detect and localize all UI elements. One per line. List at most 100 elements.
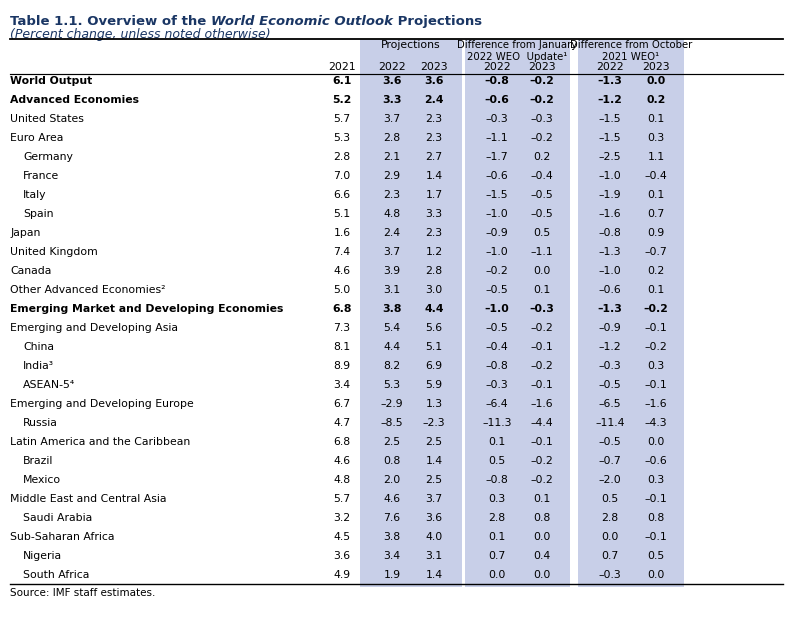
Text: –0.3: –0.3: [531, 114, 554, 124]
Text: 0.7: 0.7: [488, 551, 506, 561]
Text: 2.3: 2.3: [384, 190, 400, 200]
Text: Brazil: Brazil: [23, 456, 53, 466]
Text: 0.2: 0.2: [646, 95, 665, 105]
Text: 0.5: 0.5: [488, 456, 506, 466]
Text: 2.8: 2.8: [488, 513, 506, 523]
Text: World Output: World Output: [10, 76, 92, 86]
Text: 0.1: 0.1: [534, 285, 550, 295]
Text: 0.2: 0.2: [647, 266, 665, 276]
Text: India³: India³: [23, 361, 54, 371]
Text: Source: IMF staff estimates.: Source: IMF staff estimates.: [10, 588, 155, 598]
Text: 2.5: 2.5: [384, 437, 400, 447]
Text: 0.0: 0.0: [647, 437, 665, 447]
Text: 5.6: 5.6: [425, 323, 442, 333]
Text: –2.9: –2.9: [381, 399, 404, 409]
Text: France: France: [23, 171, 59, 181]
Text: 6.9: 6.9: [425, 361, 442, 371]
Text: 0.0: 0.0: [646, 76, 665, 86]
Text: –11.3: –11.3: [482, 418, 511, 428]
Text: 3.9: 3.9: [384, 266, 400, 276]
Text: 0.3: 0.3: [647, 475, 665, 485]
Text: –0.6: –0.6: [485, 171, 508, 181]
Text: –1.6: –1.6: [599, 209, 621, 219]
Text: (Percent change, unless noted otherwise): (Percent change, unless noted otherwise): [10, 28, 270, 41]
Text: –0.6: –0.6: [599, 285, 622, 295]
Text: –1.7: –1.7: [485, 152, 508, 162]
Text: 0.8: 0.8: [383, 456, 400, 466]
Text: 5.7: 5.7: [333, 114, 351, 124]
Text: 6.6: 6.6: [333, 190, 351, 200]
Text: –1.2: –1.2: [599, 342, 621, 352]
Text: 1.3: 1.3: [425, 399, 442, 409]
Text: 4.6: 4.6: [333, 266, 351, 276]
Text: Emerging and Developing Asia: Emerging and Developing Asia: [10, 323, 178, 333]
Text: 5.2: 5.2: [332, 95, 351, 105]
Text: 6.1: 6.1: [332, 76, 351, 86]
Text: –8.5: –8.5: [381, 418, 404, 428]
Text: –0.2: –0.2: [531, 133, 554, 143]
Text: 7.3: 7.3: [333, 323, 351, 333]
Text: 2.0: 2.0: [383, 475, 400, 485]
Text: 0.1: 0.1: [647, 190, 665, 200]
Text: 0.1: 0.1: [488, 437, 506, 447]
Text: –0.1: –0.1: [531, 380, 554, 390]
Text: 0.5: 0.5: [534, 228, 550, 238]
Text: 0.7: 0.7: [601, 551, 619, 561]
Text: –1.1: –1.1: [531, 247, 554, 257]
Text: –0.1: –0.1: [645, 380, 668, 390]
Text: 1.4: 1.4: [425, 456, 442, 466]
Text: 0.8: 0.8: [534, 513, 550, 523]
Text: –0.2: –0.2: [531, 323, 554, 333]
Text: Euro Area: Euro Area: [10, 133, 63, 143]
Text: 3.4: 3.4: [333, 380, 351, 390]
Text: 4.6: 4.6: [333, 456, 351, 466]
Text: 0.5: 0.5: [601, 494, 619, 504]
Text: –1.0: –1.0: [485, 209, 508, 219]
Text: –1.6: –1.6: [645, 399, 668, 409]
Text: 2.8: 2.8: [333, 152, 351, 162]
Text: 2.8: 2.8: [601, 513, 619, 523]
Text: 0.3: 0.3: [488, 494, 506, 504]
Text: Difference from October
2021 WEO¹: Difference from October 2021 WEO¹: [570, 40, 692, 62]
Text: –1.5: –1.5: [485, 190, 508, 200]
Text: –1.0: –1.0: [599, 171, 622, 181]
Text: –0.2: –0.2: [531, 361, 554, 371]
Text: ASEAN-5⁴: ASEAN-5⁴: [23, 380, 75, 390]
Text: Advanced Economies: Advanced Economies: [10, 95, 139, 105]
Text: Saudi Arabia: Saudi Arabia: [23, 513, 92, 523]
Text: –0.2: –0.2: [531, 456, 554, 466]
Text: –0.1: –0.1: [645, 323, 668, 333]
Text: 2021: 2021: [328, 62, 356, 72]
Text: Canada: Canada: [10, 266, 52, 276]
Text: 0.0: 0.0: [534, 266, 550, 276]
Text: –1.5: –1.5: [599, 133, 621, 143]
Text: –1.0: –1.0: [485, 304, 509, 314]
Text: 1.4: 1.4: [425, 171, 442, 181]
Text: Emerging Market and Developing Economies: Emerging Market and Developing Economies: [10, 304, 283, 314]
Text: 0.7: 0.7: [647, 209, 665, 219]
Text: –0.8: –0.8: [485, 475, 508, 485]
Text: World Economic Outlook: World Economic Outlook: [211, 15, 393, 28]
Text: 3.8: 3.8: [382, 304, 402, 314]
Text: 2.3: 2.3: [425, 114, 442, 124]
Text: 4.8: 4.8: [333, 475, 351, 485]
Text: 3.6: 3.6: [382, 76, 402, 86]
Text: Italy: Italy: [23, 190, 47, 200]
Text: –0.9: –0.9: [599, 323, 622, 333]
Text: –2.0: –2.0: [599, 475, 622, 485]
Text: 1.4: 1.4: [425, 570, 442, 580]
Text: –0.2: –0.2: [644, 304, 668, 314]
Text: Emerging and Developing Europe: Emerging and Developing Europe: [10, 399, 193, 409]
Text: –0.1: –0.1: [531, 342, 554, 352]
Text: 0.0: 0.0: [601, 532, 619, 542]
Text: 3.1: 3.1: [384, 285, 400, 295]
Text: 5.0: 5.0: [333, 285, 351, 295]
Text: 0.1: 0.1: [534, 494, 550, 504]
Text: –0.5: –0.5: [599, 437, 622, 447]
Text: 2022: 2022: [596, 62, 624, 72]
Text: 2.5: 2.5: [425, 437, 442, 447]
Text: 5.7: 5.7: [333, 494, 351, 504]
Text: 5.4: 5.4: [384, 323, 400, 333]
Text: 0.0: 0.0: [647, 570, 665, 580]
Text: 0.9: 0.9: [647, 228, 665, 238]
